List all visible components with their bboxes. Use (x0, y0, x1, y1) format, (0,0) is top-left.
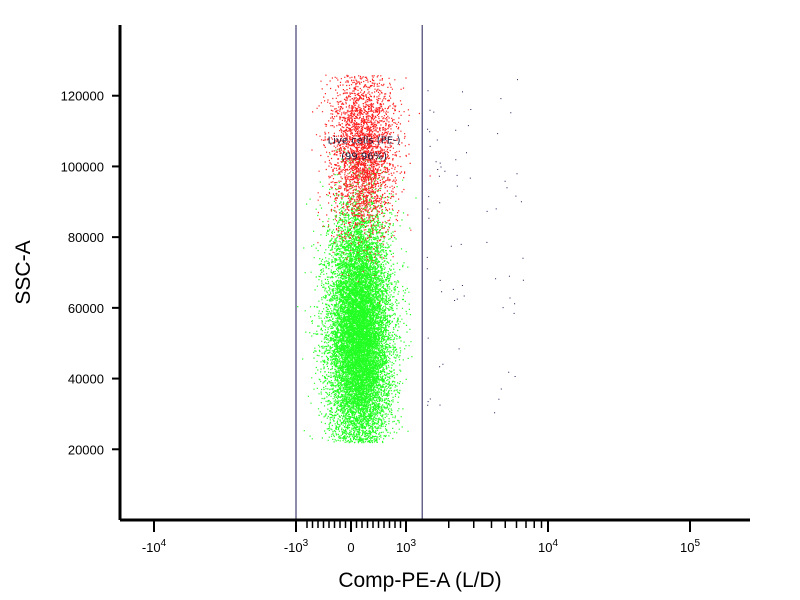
population-points (311, 74, 431, 304)
x-tick-exponent: 5 (694, 538, 700, 549)
population-1 (297, 149, 417, 444)
y-tick-label: 40000 (68, 372, 104, 387)
x-axis-ticks: -104 -103 0 103 104 105 (142, 520, 700, 555)
x-tick-exponent: 3 (410, 538, 416, 549)
y-tick-label: 100000 (61, 159, 104, 174)
x-tick-base: -10 (284, 540, 303, 555)
gate-percent-label: (99.96%) (341, 151, 387, 162)
x-tick-base: 10 (680, 540, 694, 555)
gate: Live cells (PE-) (99.96%) (295, 25, 423, 520)
x-tick-label: 103 (396, 538, 416, 555)
population-2 (311, 74, 431, 304)
x-tick-label: 104 (538, 538, 558, 555)
x-tick-label: -103 (284, 538, 309, 555)
y-tick-label: 60000 (68, 301, 104, 316)
x-tick-exponent: 4 (552, 538, 558, 549)
x-tick-label: -104 (142, 538, 167, 555)
y-axis-ticks: 20000 40000 60000 80000 100000 120000 (61, 89, 120, 457)
x-tick-exponent: 3 (303, 538, 309, 549)
x-tick-base: 0 (347, 540, 354, 555)
y-axis-title: SSC-A (12, 240, 35, 304)
y-tick-label: 80000 (68, 230, 104, 245)
x-tick-base: 10 (396, 540, 410, 555)
data-points (297, 74, 524, 444)
x-tick-base: 10 (538, 540, 552, 555)
population-points (297, 149, 417, 444)
x-axis-title: Comp-PE-A (L/D) (338, 569, 501, 592)
x-tick-base: -10 (142, 540, 161, 555)
y-tick-label: 120000 (61, 89, 104, 104)
y-tick-label: 20000 (68, 442, 104, 457)
events-outside-gate (426, 79, 524, 414)
outside-gate-points (426, 79, 524, 414)
x-tick-label: 105 (680, 538, 700, 555)
x-tick-label: 0 (347, 540, 354, 555)
gate-name-label: Live cells (PE-) (328, 135, 401, 146)
x-tick-exponent: 4 (161, 538, 167, 549)
